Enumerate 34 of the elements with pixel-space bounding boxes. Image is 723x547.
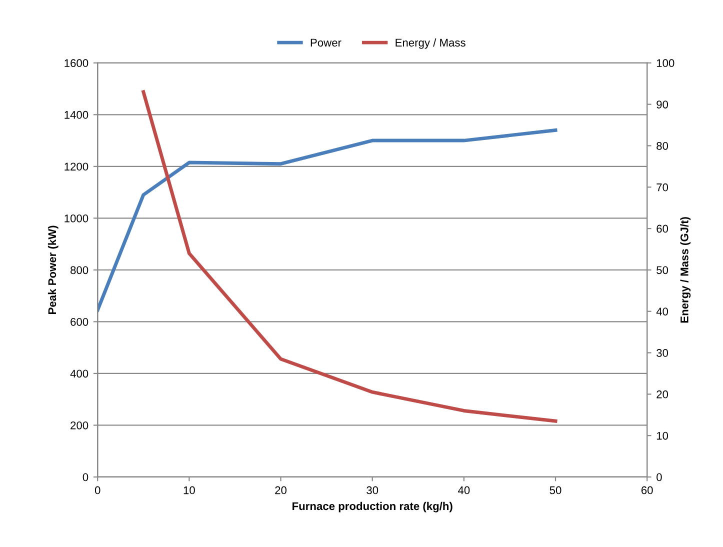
y-tick-label: 600: [70, 318, 88, 326]
x-tick-label: 40: [458, 486, 470, 494]
y2-tick-label: 50: [656, 266, 668, 274]
x-tick-label: 0: [94, 486, 100, 494]
x-tick-label: 20: [275, 486, 287, 494]
x-tick-label: 10: [184, 486, 195, 494]
y-tick-label: 1200: [64, 162, 88, 171]
y2-axis-title: Energy / Mass (GJ/t): [680, 217, 691, 323]
line-series: [142, 90, 558, 423]
y2-tick-label: 100: [656, 59, 674, 68]
y-tick-label: 800: [70, 266, 88, 274]
y2-tick-label: 40: [656, 308, 668, 316]
x-axis-title: Furnace production rate (kg/h): [292, 502, 452, 512]
legend-label: Energy / Mass: [396, 38, 466, 49]
y2-tick-label: 60: [656, 224, 668, 233]
y2-tick-label: 30: [656, 349, 668, 357]
x-tick-label: 60: [641, 486, 653, 494]
y2-tick-label: 70: [656, 183, 668, 192]
y-tick-label: 1000: [64, 214, 88, 222]
y2-tick-label: 20: [656, 390, 668, 398]
x-tick-label: 50: [550, 486, 562, 494]
y-tick-label: 1600: [64, 59, 88, 68]
legend-label: Power: [310, 38, 342, 47]
y-tick-label: 400: [70, 370, 88, 378]
x-tick-label: 30: [366, 486, 378, 494]
y-tick-label: 200: [70, 421, 88, 430]
y-tick-label: 0: [82, 473, 88, 482]
y-axis-title: Peak Power (kW): [48, 226, 58, 314]
y2-tick-label: 80: [656, 142, 668, 150]
y-tick-label: 1400: [64, 110, 88, 119]
y2-tick-label: 90: [656, 100, 668, 108]
line-series: [98, 128, 558, 312]
y2-tick-label: 10: [656, 432, 668, 440]
y2-tick-label: 0: [656, 473, 662, 482]
